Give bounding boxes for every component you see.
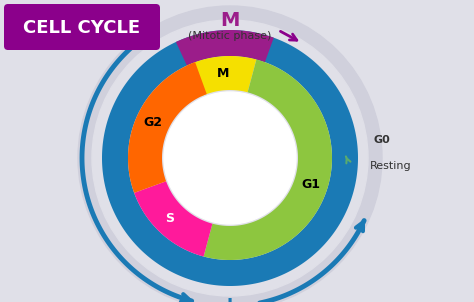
Circle shape (164, 92, 296, 224)
Text: G1: G1 (301, 178, 320, 191)
Text: G2: G2 (144, 116, 163, 129)
Polygon shape (128, 62, 207, 193)
Circle shape (92, 20, 368, 296)
Polygon shape (102, 30, 358, 286)
Text: G0: G0 (374, 135, 391, 145)
Polygon shape (134, 181, 212, 256)
Polygon shape (176, 30, 274, 66)
FancyBboxPatch shape (4, 4, 160, 50)
Text: CELL CYCLE: CELL CYCLE (23, 19, 141, 37)
Text: Resting: Resting (370, 161, 411, 171)
Text: M: M (220, 11, 240, 30)
Text: (Mitotic phase): (Mitotic phase) (188, 31, 272, 41)
Text: S: S (165, 212, 174, 225)
Polygon shape (187, 56, 256, 96)
Polygon shape (204, 59, 332, 260)
Circle shape (78, 6, 382, 302)
Text: M: M (217, 67, 229, 80)
Text: I: I (227, 297, 233, 302)
